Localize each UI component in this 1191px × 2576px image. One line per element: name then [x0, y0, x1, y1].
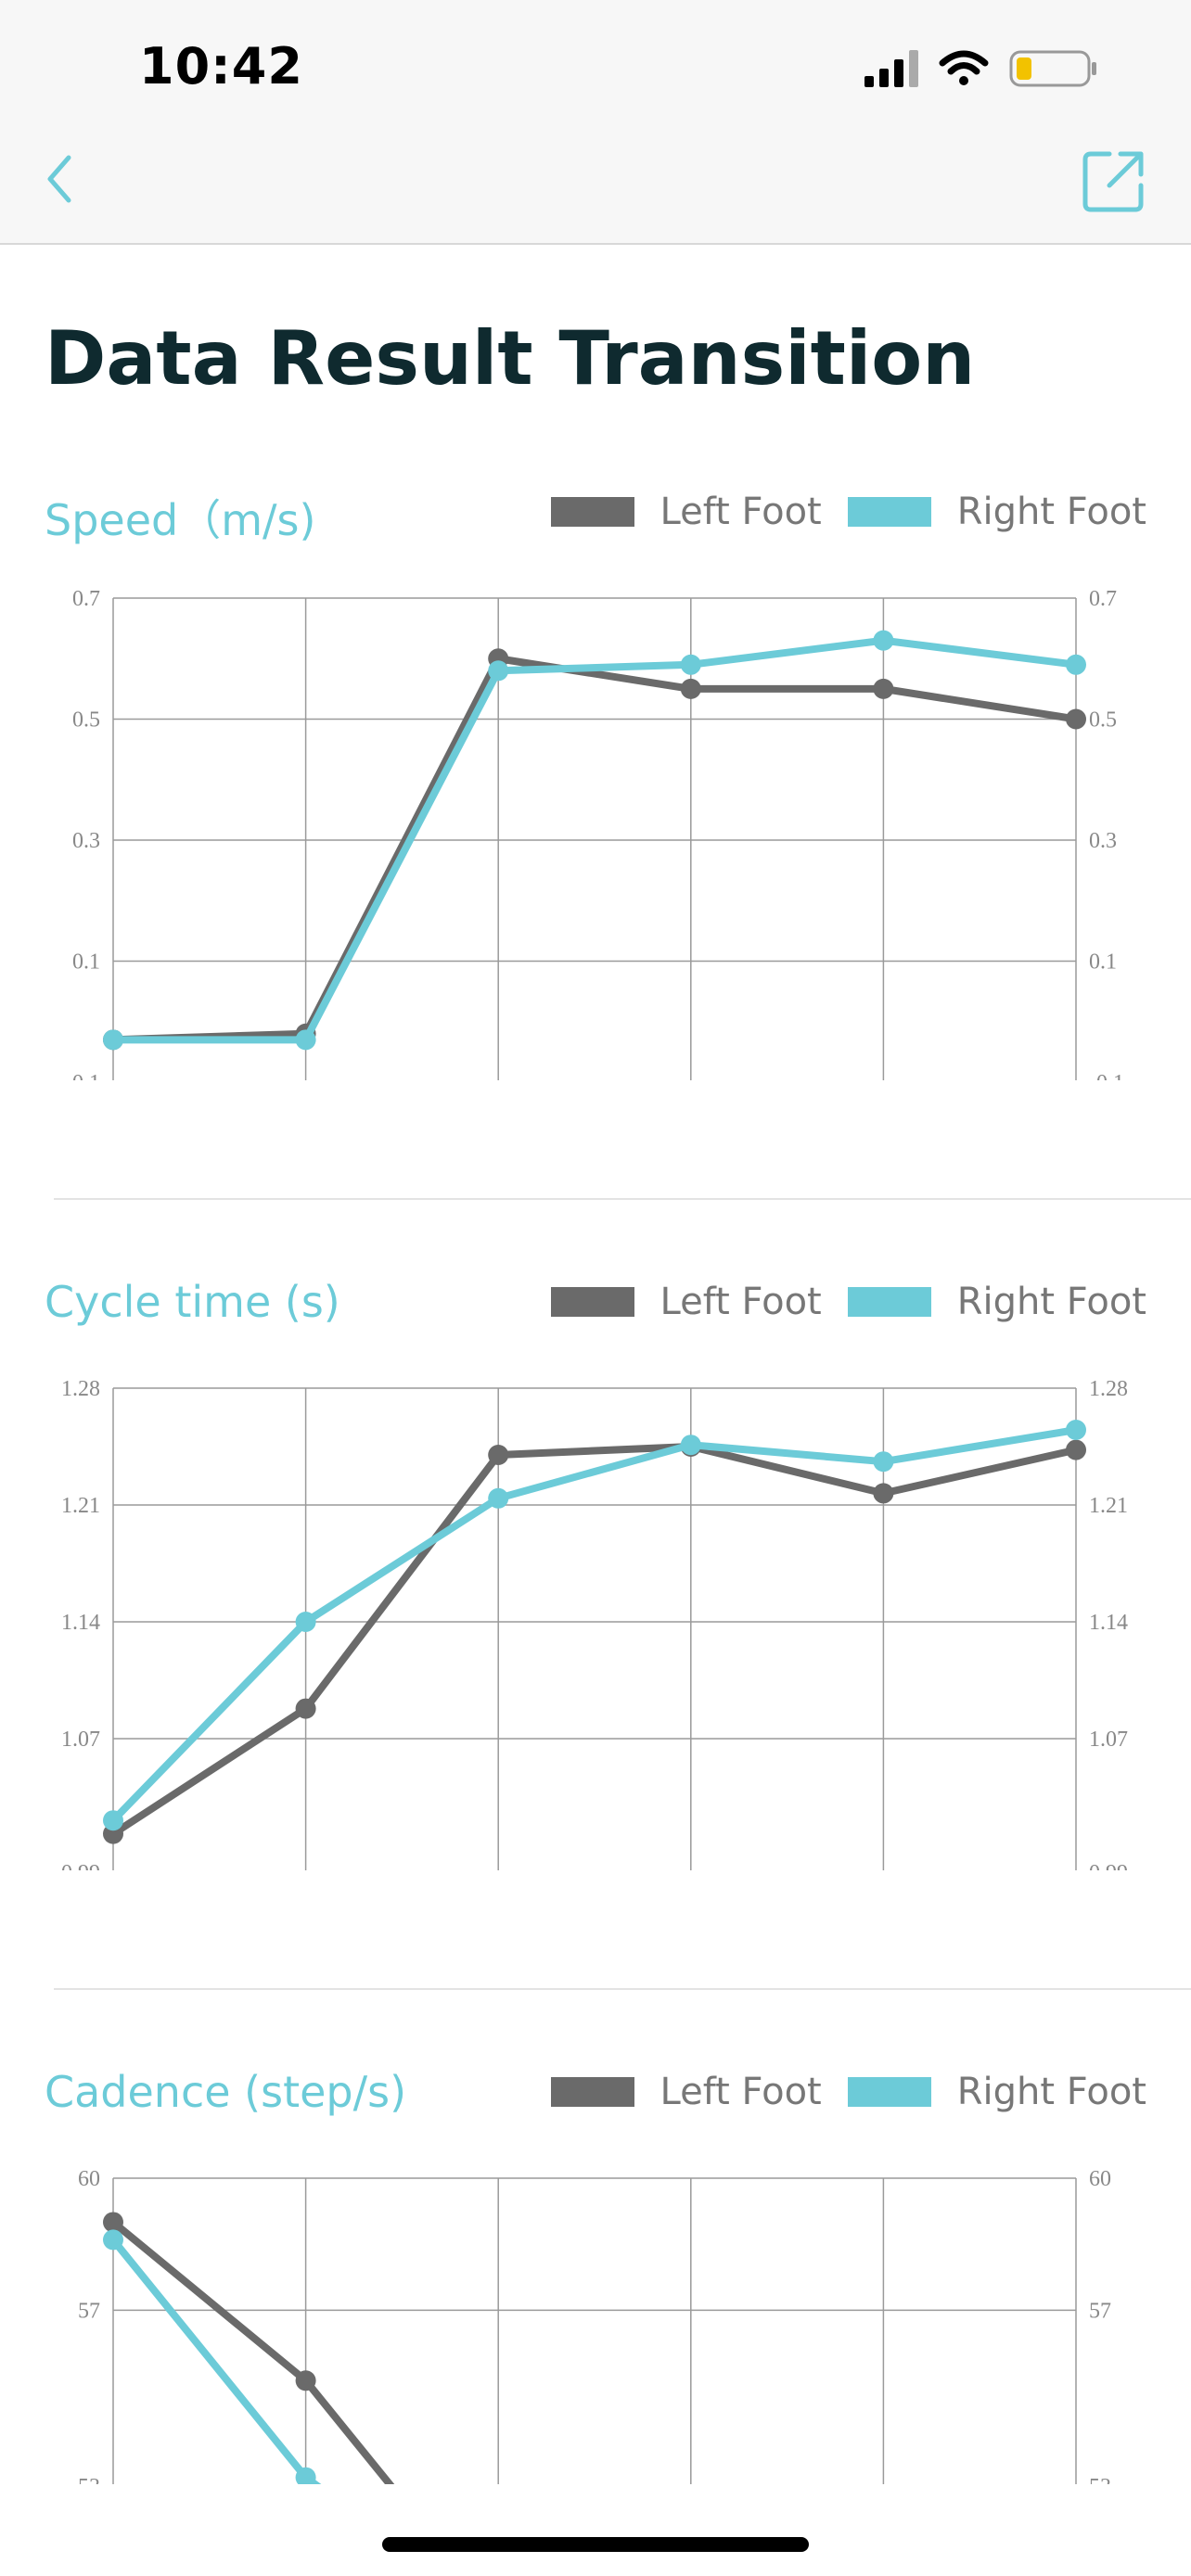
share-button[interactable]	[1082, 148, 1146, 213]
speed-chart-section: Speed（m/s) Left Foot Right Foot 0.7 0.7 0.…	[0, 487, 1191, 1136]
y-tick-label-right: -0.1	[1089, 1071, 1124, 1080]
wifi-icon	[939, 50, 989, 85]
y-tick-label-right: 1.28	[1089, 1377, 1128, 1401]
y-tick-label-right: 0.99	[1089, 1861, 1128, 1870]
status-icons	[864, 48, 1098, 89]
left-foot-data-point	[1066, 1439, 1086, 1460]
y-tick-label-left: -0.1	[65, 1071, 100, 1080]
left-foot-series-line	[112, 655, 1077, 1044]
cycle-time-chart-section: Cycle time (s) Left Foot Right Foot 1.28…	[0, 1277, 1191, 1926]
y-tick-label-right: 0.1	[1089, 950, 1117, 975]
legend-label-right: Right Foot	[956, 2071, 1146, 2113]
right-foot-data-point	[103, 1810, 123, 1831]
speed-line-chart: 0.70.70.50.50.30.30.10.1-0.1-0.109.07 18…	[65, 587, 1124, 1080]
right-foot-data-point	[680, 654, 701, 675]
left-foot-series-line	[110, 1443, 1077, 1837]
legend-label-left: Left Foot	[660, 1281, 822, 1323]
y-tick-label-left: 0.7	[72, 587, 100, 611]
cadence-line-chart: 60 60 57 57 53 53	[78, 2167, 1111, 2484]
right-foot-data-point	[295, 1612, 316, 1632]
left-foot-data-point	[873, 1483, 894, 1504]
right-foot-data-point	[295, 2467, 316, 2484]
right-foot-data-point	[295, 1029, 316, 1051]
chart-legend: Left Foot Right Foot	[550, 2071, 1146, 2113]
left-foot-data-point	[680, 678, 701, 699]
page-title: Data Result Transition	[45, 315, 976, 402]
chart-title: Cycle time (s)	[45, 1277, 340, 1327]
left-foot-data-point	[488, 1445, 509, 1465]
y-tick-label-right: 53	[1089, 2475, 1111, 2484]
chart-legend: Left Foot Right Foot	[550, 1281, 1146, 1323]
chevron-left-icon	[47, 155, 71, 203]
cadence-chart-section: Cadence (step/s) Left Foot Right Foot 60…	[0, 2067, 1191, 2484]
y-tick-label-left: 1.14	[61, 1611, 100, 1635]
right-foot-data-point	[680, 1435, 701, 1456]
right-foot-data-point	[1066, 654, 1086, 675]
y-tick-label-right: 60	[1089, 2167, 1111, 2191]
y-tick-label-right: 57	[1089, 2299, 1111, 2323]
y-tick-label-left: 0.3	[72, 829, 100, 853]
legend-swatch-left	[550, 2077, 634, 2107]
cellular-signal-icon	[864, 50, 918, 87]
chart-legend: Left Foot Right Foot	[550, 491, 1146, 533]
share-external-icon	[1082, 151, 1144, 212]
cycle-time-line-chart: 1.28 1.28 1.21 1.21 1.14 1.14 1.07 1.07 0.99 0.99…	[61, 1377, 1128, 1870]
right-foot-series-line	[113, 636, 1077, 1044]
y-tick-label-left: 1.07	[61, 1728, 100, 1752]
left-foot-data-point	[103, 2212, 123, 2233]
right-foot-data-point	[488, 1487, 509, 1509]
right-foot-data-point	[1066, 1420, 1086, 1440]
y-tick-label-left: 53	[78, 2475, 100, 2484]
legend-swatch-left	[550, 1287, 634, 1317]
y-tick-label-left: 57	[78, 2299, 100, 2323]
legend-label-left: Left Foot	[660, 491, 822, 533]
status-time: 10:42	[139, 37, 303, 96]
battery-icon	[1009, 50, 1096, 87]
right-foot-data-point	[103, 1029, 123, 1051]
y-tick-label-left: 60	[78, 2167, 100, 2191]
right-foot-data-point	[873, 630, 894, 651]
y-tick-label-right: 0.5	[1089, 708, 1117, 733]
legend-swatch-right	[847, 1287, 931, 1317]
y-tick-label-left: 0.99	[61, 1861, 100, 1870]
y-tick-label-right: 1.14	[1089, 1611, 1128, 1635]
y-tick-label-right: 1.07	[1089, 1728, 1128, 1752]
y-tick-label-left: 0.1	[72, 950, 100, 975]
back-button[interactable]	[37, 147, 83, 211]
chart-title: Speed（m/s)	[45, 495, 316, 545]
legend-swatch-right	[847, 497, 931, 527]
left-foot-data-point	[295, 1698, 316, 1719]
left-foot-data-point	[873, 678, 894, 699]
section-divider	[54, 1198, 1191, 1200]
right-foot-data-point	[488, 660, 509, 682]
y-tick-label-right: 0.3	[1089, 829, 1117, 853]
right-foot-data-point	[103, 2229, 123, 2251]
right-foot-series-line	[110, 1426, 1077, 1823]
left-foot-data-point	[1066, 708, 1086, 730]
y-tick-label-left: 1.21	[61, 1494, 100, 1518]
left-foot-data-point	[295, 2370, 316, 2391]
y-tick-label-left: 0.5	[72, 708, 100, 733]
legend-label-right: Right Foot	[956, 1281, 1146, 1323]
legend-label-right: Right Foot	[956, 491, 1146, 533]
section-divider	[54, 1988, 1191, 1990]
y-tick-label-right: 1.21	[1089, 1494, 1128, 1518]
chart-title: Cadence (step/s)	[45, 2067, 407, 2117]
home-indicator[interactable]	[382, 2537, 809, 2552]
legend-swatch-right	[847, 2077, 931, 2107]
right-foot-data-point	[873, 1451, 894, 1473]
legend-label-left: Left Foot	[660, 2071, 822, 2113]
y-tick-label-left: 1.28	[61, 1377, 100, 1401]
y-tick-label-right: 0.7	[1089, 587, 1117, 611]
navigation-header: 10:42	[0, 0, 1191, 245]
legend-swatch-left	[550, 497, 634, 527]
